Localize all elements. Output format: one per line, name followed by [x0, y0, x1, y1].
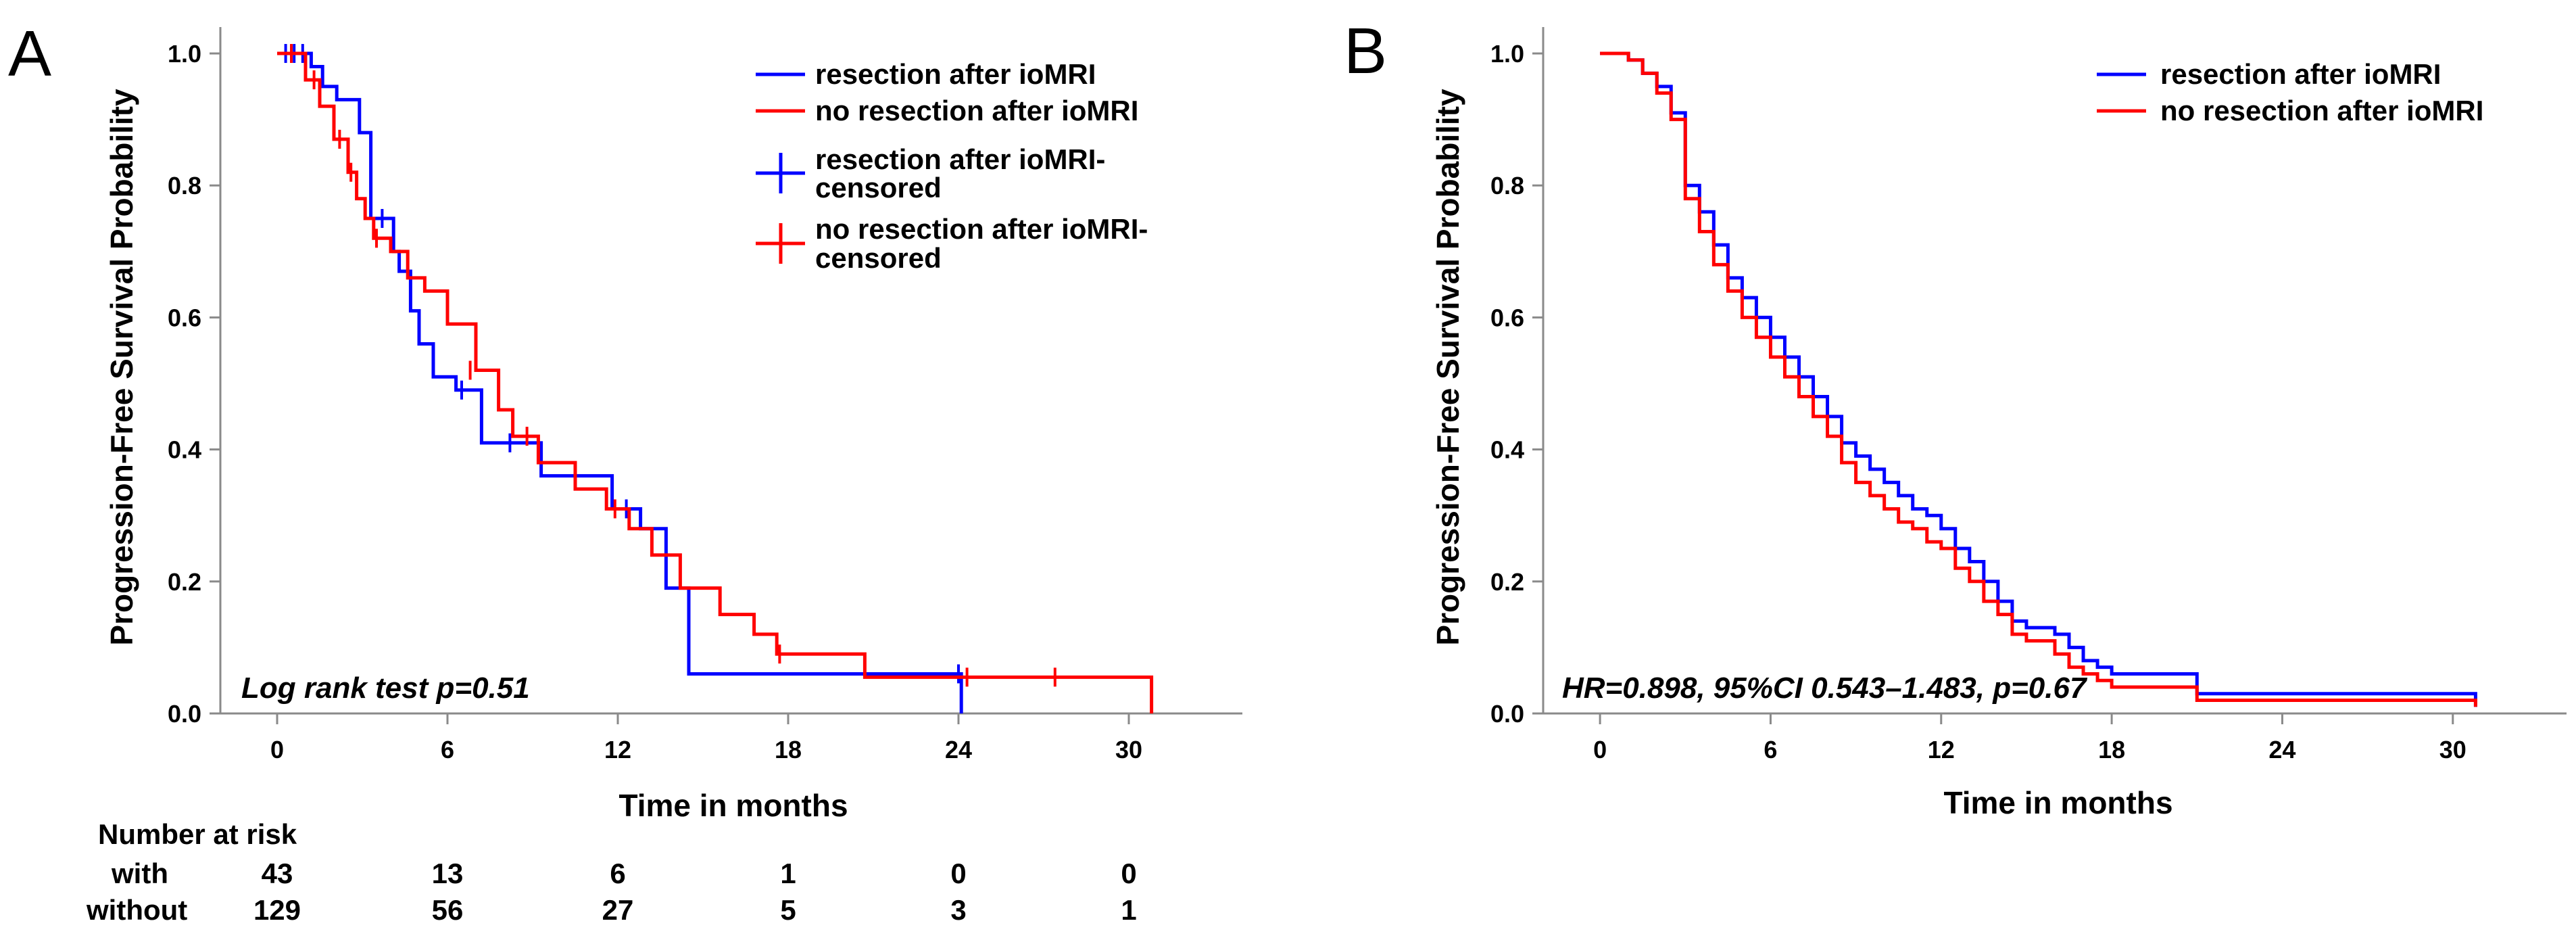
panel-b-y-axis-title: Progression-Free Survival Probability — [1430, 89, 1465, 646]
panel-a-y-axis-title: Progression-Free Survival Probability — [104, 89, 139, 646]
panel-a-y-tick-label: 0.4 — [168, 436, 201, 464]
panel-a-log-rank-annotation: Log rank test p=0.51 — [241, 672, 530, 705]
panel-a-x-tick-label: 12 — [604, 736, 631, 763]
panel-b-series-resection-line — [1600, 51, 2477, 707]
panel-b-series-no-resection-line — [1600, 51, 2477, 707]
panel-b-legend: resection after ioMRI no resection after… — [2097, 58, 2483, 126]
panel-b: B Progression-Free Survival Probability … — [1344, 15, 2567, 820]
panel-a-letter: A — [8, 18, 51, 90]
panel-a-y-tick-label: 0.6 — [168, 304, 201, 331]
panel-a-x-tick-label: 24 — [945, 736, 972, 763]
panel-b-y-tick-label: 0.4 — [1490, 436, 1524, 464]
panel-b-hazard-ratio-annotation: HR=0.898, 95%CI 0.543–1.483, p=0.67 — [1562, 672, 2088, 705]
panel-b-y-tick-label: 0.2 — [1490, 568, 1524, 596]
panel-b-x-tick-label: 24 — [2268, 736, 2295, 763]
panel-b-y-tick-label: 1.0 — [1490, 40, 1524, 68]
legend-a-label-no-resection-censored-1: no resection after ioMRI- — [815, 213, 1148, 245]
panel-a-y-tick-label: 0.0 — [168, 700, 201, 728]
risk-row-without-value: 1 — [1121, 894, 1136, 926]
legend-a-label-resection: resection after ioMRI — [815, 58, 1096, 90]
risk-row-without-value: 3 — [950, 894, 966, 926]
panel-b-x-axis-title: Time in months — [1943, 785, 2172, 820]
risk-row-with-value: 43 — [262, 857, 293, 889]
risk-row-with-value: 1 — [780, 857, 796, 889]
panel-b-x-tick-label: 12 — [1928, 736, 1955, 763]
risk-row-without-value: 129 — [253, 894, 301, 926]
legend-a-label-resection-censored-2: censored — [815, 172, 942, 204]
panel-b-y-tick-label: 0.0 — [1490, 700, 1524, 728]
panel-b-y-tick-label: 0.8 — [1490, 172, 1524, 199]
risk-row-with-value: 0 — [950, 857, 966, 889]
panel-a-x-axis-title: Time in months — [618, 788, 848, 823]
panel-b-x-tick-label: 30 — [2439, 736, 2466, 763]
risk-row-with-value: 13 — [432, 857, 464, 889]
panel-a-series-resection-line — [277, 51, 963, 713]
risk-row-without-value: 27 — [602, 894, 634, 926]
panel-a-x-tick-label: 6 — [441, 736, 454, 763]
legend-b-label-no-resection: no resection after ioMRI — [2160, 95, 2483, 126]
risk-row-with-value: 6 — [610, 857, 625, 889]
panel-b-x-tick-label: 0 — [1593, 736, 1607, 763]
risk-row-without-label: without — [86, 894, 187, 926]
risk-row-without-value: 56 — [432, 894, 464, 926]
risk-row-with-label: with — [111, 857, 168, 889]
risk-row-without-value: 5 — [780, 894, 796, 926]
panel-a: A Progression-Free Survival Probability … — [8, 18, 1242, 926]
panel-b-letter: B — [1344, 15, 1387, 87]
panel-a-x-tick-label: 30 — [1115, 736, 1142, 763]
legend-a-label-no-resection: no resection after ioMRI — [815, 95, 1138, 126]
risk-row-with-value: 0 — [1121, 857, 1136, 889]
risk-table-header: Number at risk — [98, 818, 297, 850]
legend-a-label-no-resection-censored-2: censored — [815, 242, 942, 274]
panel-a-x-tick-label: 18 — [775, 736, 802, 763]
panel-b-x-tick-label: 18 — [2098, 736, 2125, 763]
panel-b-y-tick-label: 0.6 — [1490, 304, 1524, 331]
legend-a-label-resection-censored-1: resection after ioMRI- — [815, 143, 1105, 175]
panel-a-y-tick-label: 0.2 — [168, 568, 201, 596]
panel-a-y-tick-label: 0.8 — [168, 172, 201, 199]
panel-b-x-tick-label: 6 — [1764, 736, 1777, 763]
panel-a-legend: resection after ioMRI no resection after… — [756, 58, 1148, 274]
legend-b-label-resection: resection after ioMRI — [2160, 58, 2441, 90]
panel-a-y-tick-label: 1.0 — [168, 40, 201, 68]
panel-a-x-tick-label: 0 — [270, 736, 284, 763]
